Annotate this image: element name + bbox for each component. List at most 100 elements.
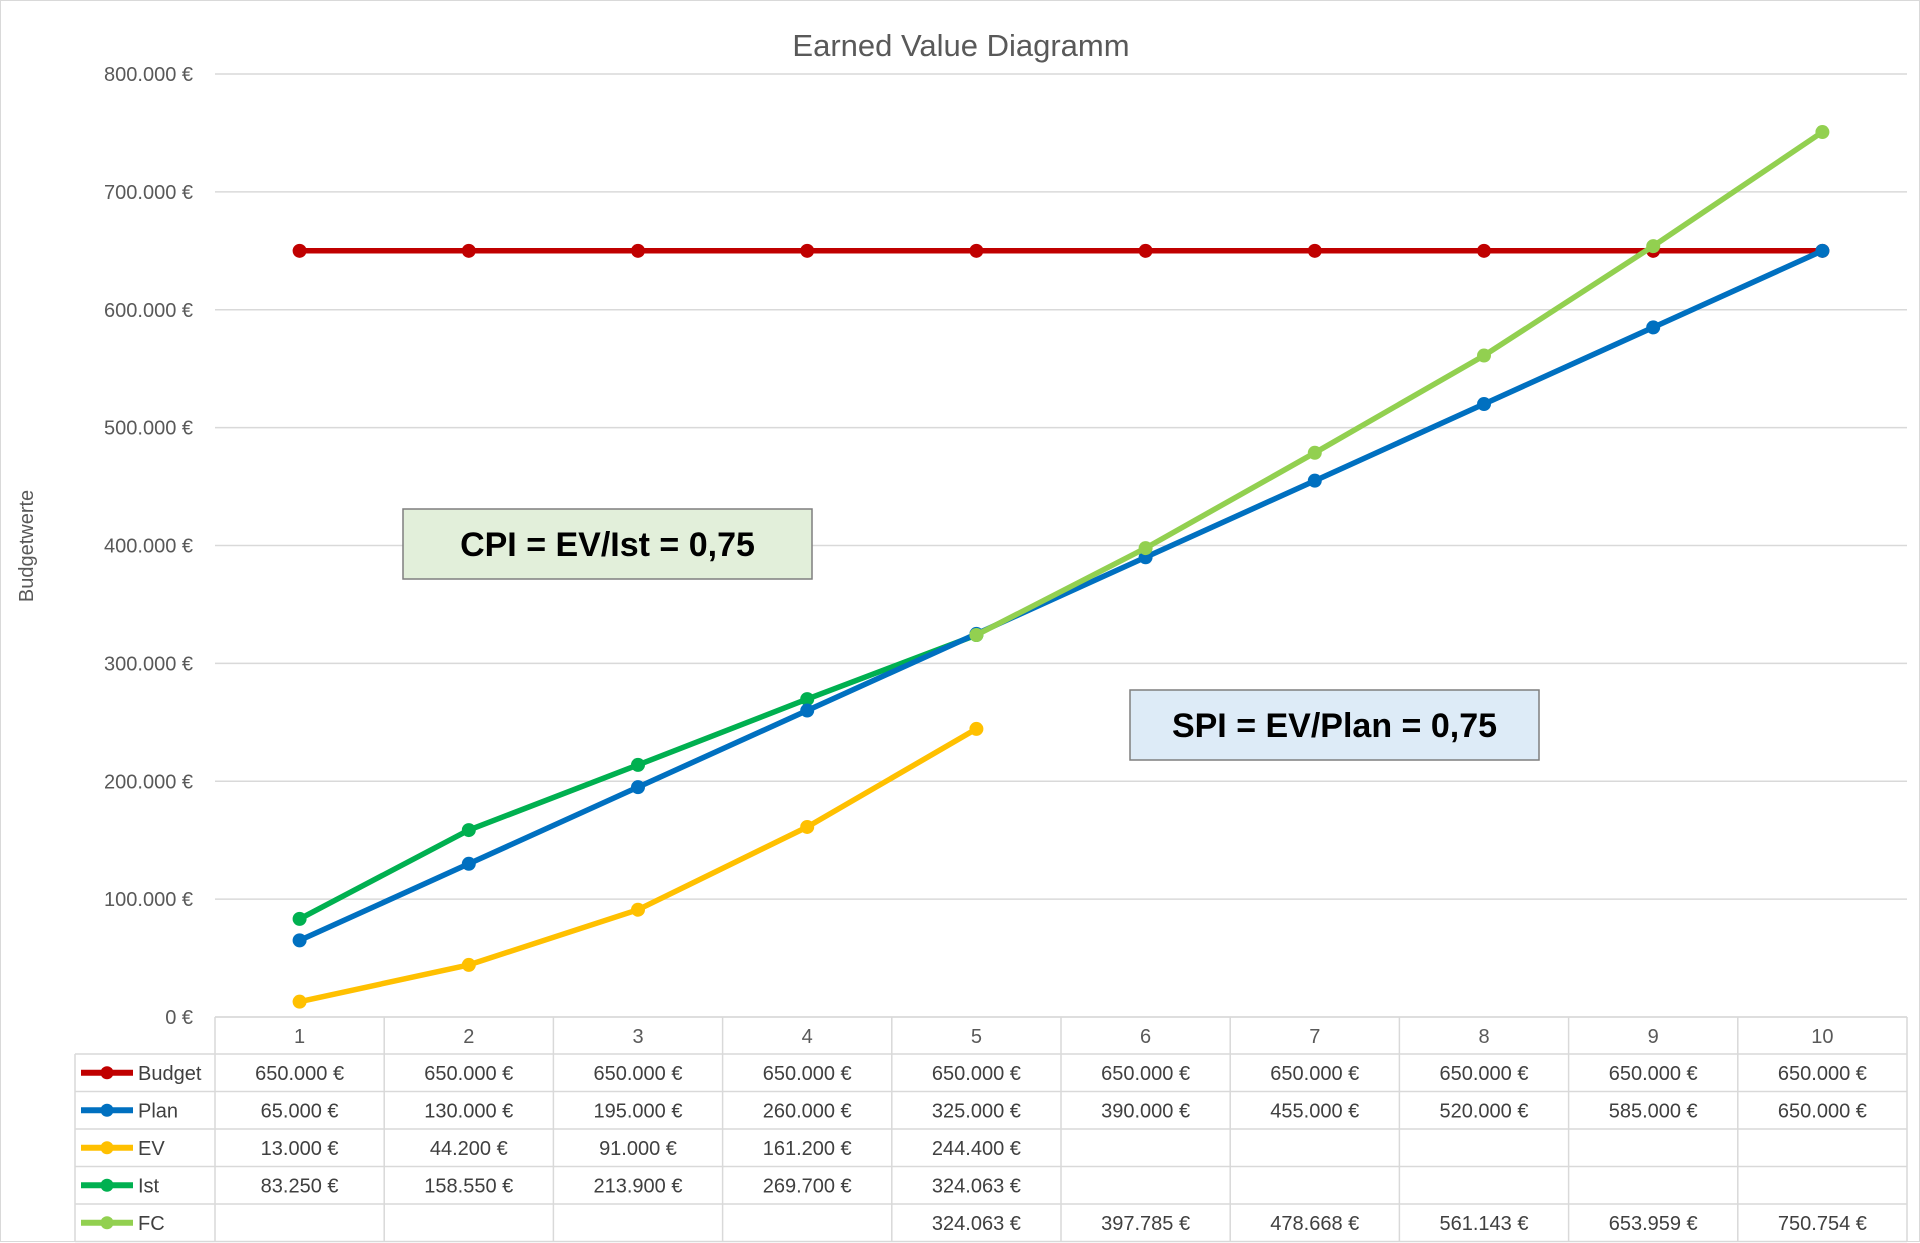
table-cell: 213.900 € [594,1175,683,1197]
y-tick-label: 0 € [165,1007,193,1029]
data-point-budget [969,243,984,258]
table-cell: 561.143 € [1440,1213,1529,1235]
table-cell: 650.000 € [1440,1063,1529,1085]
cpi-annotation-text: CPI = EV/Ist = 0,75 [460,526,755,564]
legend-marker-fc [100,1216,114,1230]
data-point-plan [292,933,307,948]
table-cell: 585.000 € [1609,1100,1698,1122]
table-cell: 650.000 € [424,1063,513,1085]
legend-marker-ev [100,1141,114,1155]
x-tick-label: 3 [632,1026,643,1048]
data-point-fc [1646,239,1661,254]
table-cell: 650.000 € [932,1063,1021,1085]
x-tick-label: 1 [294,1026,305,1048]
data-point-fc [1138,541,1153,556]
table-cell: 650.000 € [1778,1063,1867,1085]
x-tick-label: 9 [1648,1026,1659,1048]
table-cell: 161.200 € [763,1138,852,1160]
x-tick-label: 7 [1309,1026,1320,1048]
data-point-budget [1307,243,1322,258]
y-axis-label: Budgetwerte [16,490,38,602]
data-point-ist [800,692,815,707]
table-cell: 324.063 € [932,1213,1021,1235]
data-point-budget [800,243,815,258]
data-point-ist [292,911,307,926]
table-cell: 269.700 € [763,1175,852,1197]
legend-label-budget: Budget [138,1063,202,1085]
table-cell: 478.668 € [1270,1213,1359,1235]
data-point-fc [1815,125,1830,140]
legend-marker-budget [100,1066,114,1080]
table-cell: 520.000 € [1440,1100,1529,1122]
data-point-plan [1307,473,1322,488]
cpi-annotation-box [402,508,813,580]
y-tick-label: 400.000 € [104,536,193,558]
data-point-budget [461,243,476,258]
data-point-fc [1477,348,1491,363]
data-point-ev [292,994,307,1009]
y-tick-label: 800.000 € [104,64,193,86]
table-cell: 65.000 € [261,1100,339,1122]
x-tick-label: 6 [1140,1026,1151,1048]
table-cell: 650.000 € [1101,1063,1190,1085]
data-point-ist [461,823,476,838]
table-cell: 650.000 € [594,1063,683,1085]
table-cell: 83.250 € [261,1175,339,1197]
legend-label-plan: Plan [138,1100,178,1122]
x-tick-label: 2 [463,1026,474,1048]
table-cell: 44.200 € [430,1138,508,1160]
data-point-plan [1646,320,1661,335]
data-point-fc [1307,445,1322,460]
data-point-fc [969,628,984,643]
table-cell: 750.754 € [1778,1213,1867,1235]
x-tick-label: 5 [971,1026,982,1048]
series-line-plan [296,248,1826,944]
table-cell: 158.550 € [424,1175,513,1197]
series-line-fc [973,129,1826,638]
y-tick-label: 300.000 € [104,653,193,675]
legend-label-ist: Ist [138,1175,160,1197]
y-tick-label: 700.000 € [104,182,193,204]
data-point-plan [461,856,476,871]
table-cell: 650.000 € [255,1063,344,1085]
data-point-ev [969,721,984,736]
table-cell: 130.000 € [424,1100,513,1122]
data-point-budget [1138,243,1153,258]
spi-annotation-text: SPI = EV/Plan = 0,75 [1172,707,1497,745]
legend-label-fc: FC [138,1213,165,1235]
table-cell: 325.000 € [932,1100,1021,1122]
y-tick-label: 500.000 € [104,418,193,440]
x-tick-label: 8 [1478,1026,1489,1048]
data-point-budget [1477,243,1491,258]
x-tick-label: 4 [802,1026,813,1048]
data-point-plan [800,703,815,718]
data-point-plan [1477,397,1491,412]
table-cell: 650.000 € [1270,1063,1359,1085]
y-tick-label: 600.000 € [104,300,193,322]
y-tick-label: 200.000 € [104,771,193,793]
legend-marker-plan [100,1103,114,1117]
data-point-budget [292,243,307,258]
table-cell: 91.000 € [599,1138,677,1160]
data-point-budget [631,243,645,258]
data-point-ist [631,757,645,772]
x-tick-label: 10 [1811,1026,1833,1048]
y-tick-label: 100.000 € [104,889,193,911]
table-cell: 390.000 € [1101,1100,1190,1122]
table-cell: 650.000 € [763,1063,852,1085]
table-cell: 324.063 € [932,1175,1021,1197]
table-cell: 650.000 € [1778,1100,1867,1122]
data-point-ev [800,819,815,834]
table-cell: 650.000 € [1609,1063,1698,1085]
data-point-ev [461,957,476,972]
table-cell: 653.959 € [1609,1213,1698,1235]
data-point-plan [631,780,645,795]
table-cell: 244.400 € [932,1138,1021,1160]
data-point-plan [1815,243,1830,258]
legend-label-ev: EV [138,1138,165,1160]
table-cell: 195.000 € [594,1100,683,1122]
data-point-ev [631,902,645,917]
table-cell: 13.000 € [261,1138,339,1160]
